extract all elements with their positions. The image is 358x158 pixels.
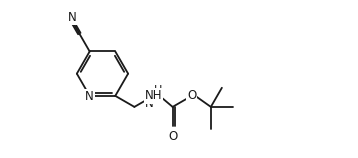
Text: N: N xyxy=(85,90,94,103)
Text: N: N xyxy=(144,97,153,110)
Text: NH: NH xyxy=(145,89,162,102)
Text: N: N xyxy=(68,11,76,24)
Text: O: O xyxy=(187,89,196,102)
Text: O: O xyxy=(168,130,177,143)
Text: H: H xyxy=(154,85,162,95)
